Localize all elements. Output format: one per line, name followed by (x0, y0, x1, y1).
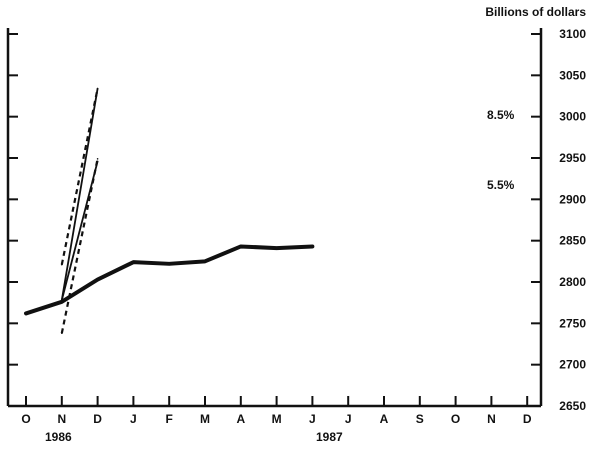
series-line-5-5- (60, 161, 99, 301)
x-tick-label: A (380, 412, 389, 426)
year-label-1987: 1987 (316, 430, 343, 444)
series-point (61, 263, 63, 266)
x-tick-label: M (200, 412, 210, 426)
x-tick-label: J (130, 412, 137, 426)
y-tick-label: 3100 (559, 27, 586, 41)
y-tick-label: 2900 (559, 192, 586, 206)
x-tick-label: J (309, 412, 316, 426)
series-point (203, 259, 207, 263)
series-point (96, 158, 99, 160)
series-point (96, 87, 99, 90)
series-point (239, 244, 243, 248)
x-tick-label: O (21, 412, 30, 426)
y-axis-unit-label: Billions of dollars (485, 5, 586, 19)
annotation-5-5-percent: 5.5% (487, 178, 515, 192)
x-tick-label: D (93, 412, 102, 426)
series-line-dashed-3 (60, 88, 99, 265)
x-tick-label: F (166, 412, 173, 426)
x-tick-label: M (272, 412, 282, 426)
x-tick-label: J (345, 412, 352, 426)
plot-frame (6, 28, 543, 408)
series-layer (24, 87, 315, 335)
year-label-1986: 1986 (45, 430, 72, 444)
series-point (60, 300, 64, 304)
series-line-8-5- (60, 88, 99, 301)
x-tick-label: N (57, 412, 66, 426)
series-point (310, 244, 314, 248)
y-tick-label: 3000 (559, 110, 586, 124)
series-point (61, 332, 63, 335)
x-tick-label: S (416, 412, 424, 426)
x-tick-label: O (451, 412, 460, 426)
y-tick-label: 3050 (559, 68, 586, 82)
x-tick-label: A (236, 412, 245, 426)
y-tick-label: 2750 (559, 316, 586, 330)
y-tick-label: 2700 (559, 358, 586, 372)
annotation-8-5-percent: 8.5% (487, 108, 515, 122)
series-point (167, 262, 171, 266)
y-tick-label: 2850 (559, 234, 586, 248)
series-point (24, 311, 28, 315)
series-line-dashed-4 (60, 158, 99, 334)
y-tick-label: 2650 (559, 399, 586, 413)
series-point (61, 299, 63, 301)
series-point (131, 260, 135, 264)
series-point (275, 246, 279, 250)
y-tick-label: 2800 (559, 275, 586, 289)
x-tick-label: N (487, 412, 496, 426)
x-tick-label: D (523, 412, 532, 426)
series-point (96, 278, 100, 282)
y-tick-label: 2950 (559, 151, 586, 165)
y-axis-ticks: 2650 2700 2750 2800 2850 2900 2950 3000 3050 3100 (8, 27, 586, 413)
